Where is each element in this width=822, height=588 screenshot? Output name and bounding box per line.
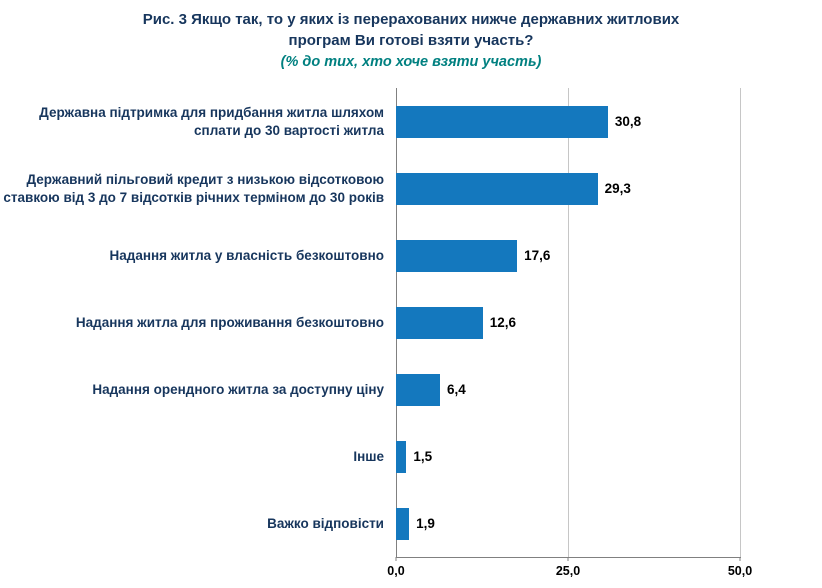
chart-title-line-2: програм Ви готові взяти участь? xyxy=(288,31,534,49)
bar-track: 12,6 xyxy=(396,306,740,339)
chart-row: Надання орендного житла за доступну ціну… xyxy=(0,356,822,423)
value-label: 30,8 xyxy=(614,114,642,129)
bar xyxy=(396,373,441,406)
bar xyxy=(396,172,598,205)
bar xyxy=(396,105,608,138)
chart-row: Державний пільговий кредит з низькою від… xyxy=(0,155,822,222)
bar xyxy=(396,507,410,540)
value-label: 6,4 xyxy=(447,382,466,397)
bar xyxy=(396,239,518,272)
chart-row: Надання житла для проживання безкоштовно… xyxy=(0,289,822,356)
plot-area: Державна підтримка для придбання житла ш… xyxy=(0,88,822,578)
bar xyxy=(396,440,407,473)
x-tick-mark xyxy=(567,557,569,561)
category-label: Важко відповісти xyxy=(267,515,384,531)
gridline xyxy=(740,88,741,557)
x-tick-label: 25,0 xyxy=(555,564,581,578)
chart-row: Важко відповісти 1,9 xyxy=(0,490,822,557)
value-label: 1,5 xyxy=(413,449,433,464)
category-label: Державна підтримка для придбання житла ш… xyxy=(39,104,384,138)
chart-header: Рис. 3 Якщо так, то у яких із перерахова… xyxy=(0,0,822,73)
x-axis: 0,0 25,0 50,0 xyxy=(387,557,752,583)
bar-track: 1,5 xyxy=(396,440,740,473)
bar-rows: Державна підтримка для придбання житла ш… xyxy=(0,88,822,557)
chart-row: Інше 1,5 xyxy=(0,423,822,490)
gridline xyxy=(568,88,569,557)
bar-track: 29,3 xyxy=(396,172,740,205)
category-label: Інше xyxy=(353,448,384,464)
bar-track: 17,6 xyxy=(396,239,740,272)
category-label: Надання житла у власність безкоштовно xyxy=(109,247,384,263)
chart-row: Надання житла у власність безкоштовно 17,… xyxy=(0,222,822,289)
chart-subtitle: (% до тих, хто хоче взяти участь) xyxy=(280,54,542,71)
value-label: 1,9 xyxy=(416,516,435,531)
chart-title-line-1: Рис. 3 Якщо так, то у яких із перерахова… xyxy=(142,11,680,28)
chart-row: Державна підтримка для придбання житла ш… xyxy=(0,88,822,155)
x-tick-mark xyxy=(739,557,741,561)
value-label: 12,6 xyxy=(489,315,516,330)
bar xyxy=(396,306,483,339)
value-label: 29,3 xyxy=(604,181,631,196)
category-label: Надання житла для проживання безкоштовно xyxy=(75,314,384,330)
value-label: 17,6 xyxy=(524,248,551,263)
x-tick-mark xyxy=(395,557,397,561)
x-tick-label: 50,0 xyxy=(727,564,753,578)
category-label: Надання орендного житла за доступну ціну xyxy=(92,381,384,397)
bar-track: 1,9 xyxy=(396,507,740,540)
bar-track: 6,4 xyxy=(396,373,740,406)
x-tick-label: 0,0 xyxy=(387,564,405,578)
category-label: Державний пільговий кредит з низькою від… xyxy=(3,171,384,205)
bar-track: 30,8 xyxy=(396,105,740,138)
